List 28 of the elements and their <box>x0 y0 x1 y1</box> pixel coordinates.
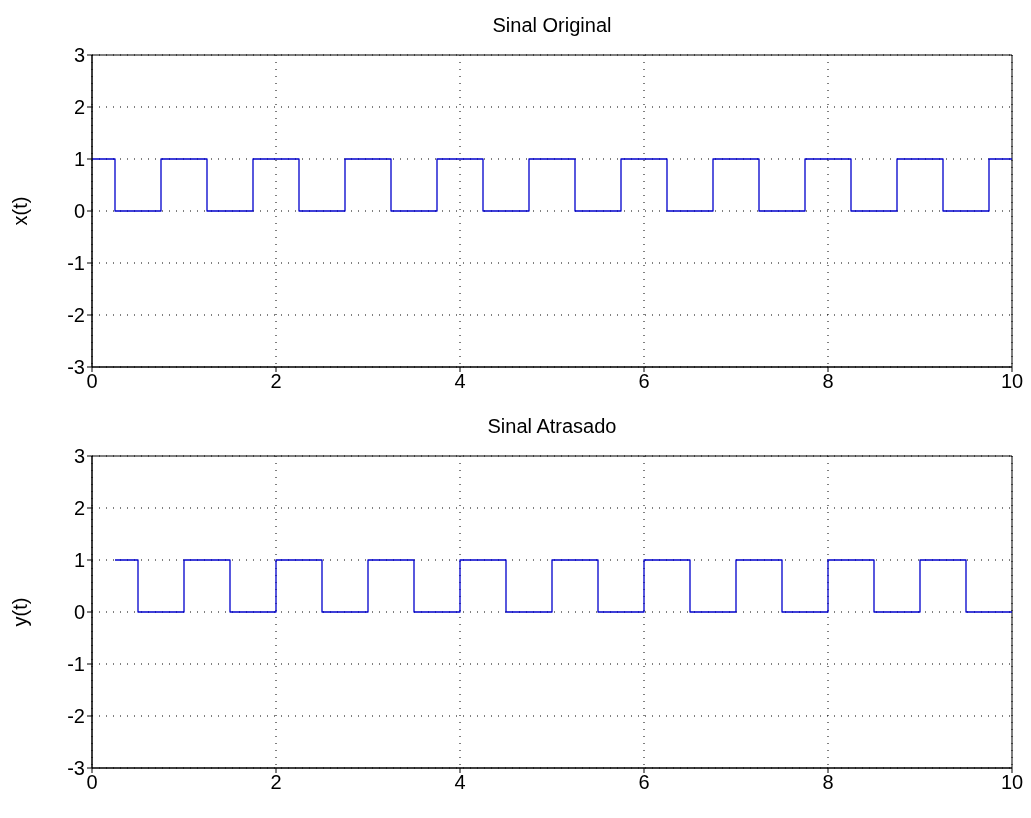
y-tick-label: 1 <box>73 549 85 572</box>
y-tick-label: -1 <box>67 653 85 676</box>
x-tick-label: 2 <box>270 771 282 794</box>
x-tick-label: 6 <box>638 771 650 794</box>
chart-title: Sinal Original <box>491 14 613 37</box>
y-tick-label: -2 <box>67 304 85 327</box>
y-tick-label: -1 <box>67 252 85 275</box>
y-tick-label: 1 <box>73 148 85 171</box>
x-tick-label: 2 <box>270 370 282 393</box>
x-tick-label: 4 <box>454 771 466 794</box>
x-tick-label: 8 <box>822 771 834 794</box>
y-tick-label: -2 <box>67 705 85 728</box>
y-tick-label: -3 <box>67 356 85 379</box>
y-tick-label: 3 <box>73 44 85 67</box>
chart-title: Sinal Atrasado <box>486 415 618 438</box>
x-tick-label: 6 <box>638 370 650 393</box>
y-tick-label: 2 <box>73 497 85 520</box>
x-tick-label: 10 <box>1000 771 1024 794</box>
x-tick-label: 10 <box>1000 370 1024 393</box>
y-axis-title: x(t) <box>9 196 32 226</box>
y-tick-label: 2 <box>73 96 85 119</box>
y-tick-label: -3 <box>67 757 85 780</box>
y-tick-label: 0 <box>73 200 85 223</box>
y-axis-title: y(t) <box>9 597 32 627</box>
x-tick-label: 8 <box>822 370 834 393</box>
y-tick-label: 0 <box>73 601 85 624</box>
x-tick-label: 4 <box>454 370 466 393</box>
y-tick-label: 3 <box>73 445 85 468</box>
